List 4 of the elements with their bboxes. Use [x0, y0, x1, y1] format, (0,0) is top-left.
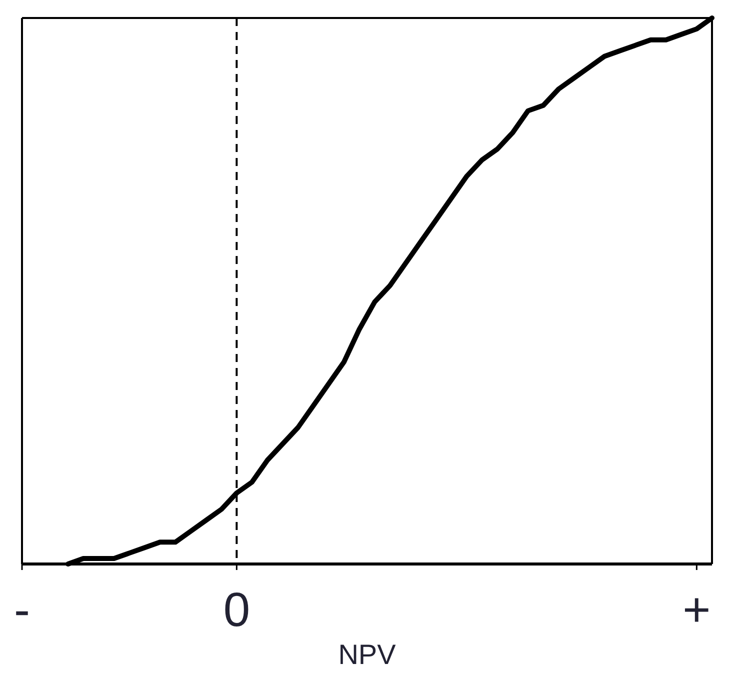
- x-axis-title: NPV: [338, 639, 396, 670]
- x-tick-label: 0: [223, 584, 250, 637]
- x-tick-label: -: [14, 584, 30, 637]
- x-tick-label: +: [682, 584, 711, 637]
